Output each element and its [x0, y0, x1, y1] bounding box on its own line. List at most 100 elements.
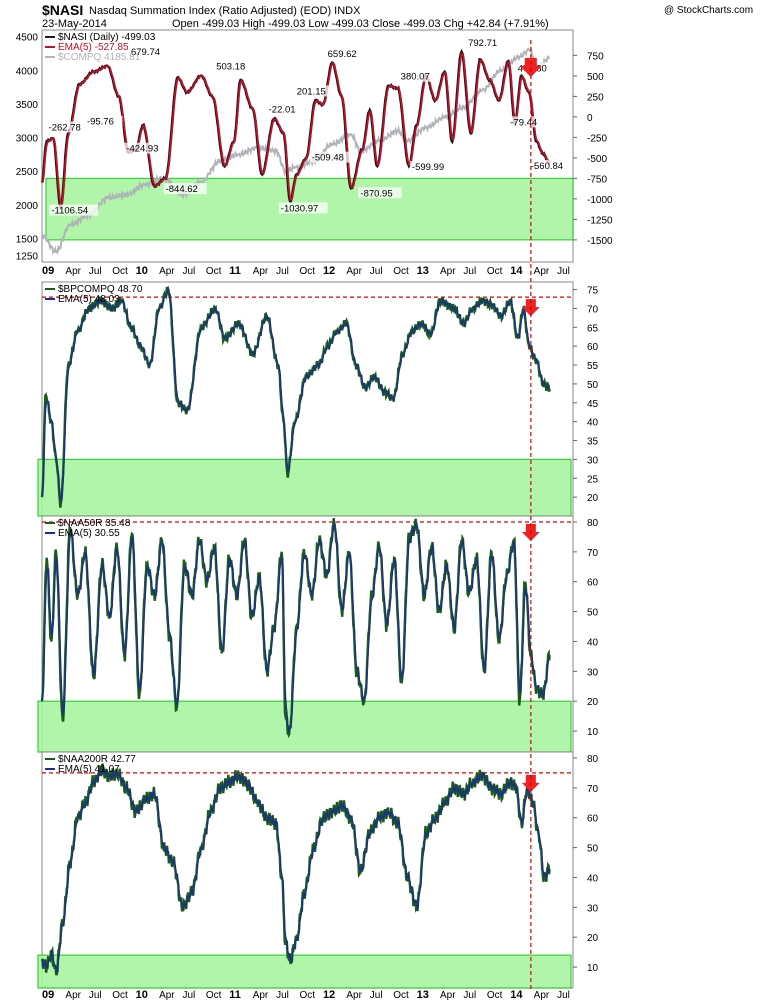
x-axis-tick-label-bottom: Jul [463, 990, 476, 1000]
right-axis-tick-label: 65 [587, 323, 599, 334]
left-axis-tick-label: 2500 [16, 167, 39, 178]
legend-entry: EMA(5) -527.85 [58, 42, 129, 53]
x-axis-tick-label-bottom: Apr [534, 990, 550, 1000]
right-axis-tick-label: 35 [587, 437, 599, 448]
x-axis-tick-label-bottom: Jul [182, 990, 195, 1000]
right-axis-tick-label: 70 [587, 784, 599, 795]
legend-entry: $BPCOMPQ 48.70 [58, 284, 143, 295]
annotation-bg [325, 47, 364, 59]
right-axis-tick-label: 30 [587, 667, 599, 678]
annotation-bg [358, 187, 402, 199]
symbol-title: $NASI [42, 2, 84, 18]
breadth-ema-line [41, 289, 550, 502]
x-axis-tick-label: Jul [276, 266, 289, 277]
right-axis-tick-label: 80 [587, 754, 599, 765]
x-axis-tick-label: 09 [42, 265, 54, 277]
x-axis-tick-label-bottom: Oct [112, 990, 128, 1000]
left-axis-tick-label: 2000 [16, 201, 39, 212]
right-axis-tick-label: 750 [587, 51, 604, 62]
x-axis-tick-label: Jul [370, 266, 383, 277]
annotation-bg [278, 202, 328, 214]
annotation-label: -424.93 [126, 144, 158, 155]
annotation-bg [294, 85, 333, 97]
right-axis-tick-label: 500 [587, 72, 604, 83]
x-axis-tick-label: Apr [534, 266, 550, 277]
annotation-bg [124, 142, 168, 154]
x-axis-tick-label-bottom: Apr [159, 990, 175, 1000]
annotation-label: -262.78 [49, 122, 81, 133]
annotation-label: 380.07 [401, 72, 430, 83]
x-axis-tick-label-bottom: 14 [510, 989, 523, 1000]
annotation-bg [49, 204, 99, 216]
annotation-label: -509.48 [312, 153, 344, 164]
annotation-bg [309, 151, 353, 163]
x-axis-tick-label: Jul [182, 266, 195, 277]
oversold-band [37, 458, 572, 517]
annotation-label: -844.62 [166, 184, 198, 195]
right-axis-tick-label: 50 [587, 608, 599, 619]
x-axis-tick-label-bottom: Apr [65, 990, 81, 1000]
legend-entry: EMA(5) 41.07 [58, 764, 120, 775]
panel-4 [37, 751, 577, 989]
left-axis-tick-label: 1500 [16, 234, 39, 245]
panel-3 [37, 515, 577, 753]
right-axis-tick-label: -1000 [587, 195, 613, 206]
x-axis-tick-label-bottom: Jul [89, 990, 102, 1000]
x-axis-tick-label: 10 [136, 265, 148, 277]
stockcharts-credit: @ StockCharts.com [664, 5, 754, 16]
right-axis-tick-label: -1250 [587, 215, 613, 226]
x-axis-tick-label: Oct [300, 266, 316, 277]
right-axis-tick-label: -750 [587, 174, 607, 185]
ohlc-readout: Open -499.03 High -499.03 Low -499.03 Cl… [172, 18, 549, 30]
x-axis-tick-label: 14 [510, 265, 523, 277]
annotation-label: -1030.97 [281, 203, 319, 214]
right-axis-tick-label: 70 [587, 548, 599, 559]
down-arrow-price [519, 58, 542, 77]
legend-entry: EMA(5) 48.03 [58, 294, 120, 305]
annotation-label: -1106.54 [51, 206, 88, 217]
x-axis-tick-label: Apr [440, 266, 456, 277]
annotation-bg [508, 116, 546, 128]
annotation-label: -22.01 [269, 105, 296, 116]
breadth-ema-line [41, 765, 551, 973]
annotation-label: -95.76 [87, 117, 114, 128]
x-axis-tick-label-bottom: Jul [370, 990, 383, 1000]
x-axis-tick-label-bottom: 12 [323, 989, 335, 1000]
x-axis-tick-label-bottom: Oct [206, 990, 222, 1000]
right-axis-tick-label: 10 [587, 963, 599, 974]
annotation-bg [128, 46, 167, 58]
right-axis-tick-label: 20 [587, 493, 599, 504]
oversold-band [37, 954, 572, 989]
right-axis-tick-label: 45 [587, 399, 599, 410]
right-axis-tick-label: 10 [587, 727, 599, 738]
annotation-label: 659.62 [328, 49, 357, 60]
legend-entry: EMA(5) 30.55 [58, 528, 120, 539]
right-axis-tick-label: 250 [587, 92, 604, 103]
x-axis-tick-label: Apr [65, 266, 81, 277]
right-axis-tick-label: 55 [587, 361, 599, 372]
annotation-bg [163, 183, 207, 195]
x-axis-tick-label-bottom: 09 [42, 989, 54, 1000]
annotation-bg [398, 70, 437, 82]
right-axis-tick-label: 30 [587, 903, 599, 914]
right-axis-tick-label: 50 [587, 844, 599, 855]
right-axis-tick-label: 0 [587, 113, 593, 124]
right-axis-tick-label: 25 [587, 474, 599, 485]
chart-description: Nasdaq Summation Index (Ratio Adjusted) … [89, 5, 361, 17]
right-axis-tick-label: 40 [587, 873, 599, 884]
left-axis-tick-label: 1250 [16, 251, 39, 262]
x-axis-tick-label: Apr [346, 266, 362, 277]
annotation-bg [528, 159, 573, 171]
left-axis-tick-label: 4500 [16, 33, 39, 44]
right-axis-tick-label: 60 [587, 342, 599, 353]
left-axis-tick-label: 3500 [16, 100, 39, 111]
annotation-label: -560.84 [531, 161, 563, 172]
x-axis-tick-label-bottom: Oct [300, 990, 316, 1000]
annotation-bg [466, 36, 504, 48]
panel-2 [37, 281, 577, 517]
breadth-line [40, 518, 551, 739]
right-axis-tick-label: -250 [587, 133, 607, 144]
annotation-label: -79.44 [510, 117, 537, 128]
right-axis-tick-label: 60 [587, 578, 599, 589]
annotation-label: 679.74 [131, 47, 160, 58]
